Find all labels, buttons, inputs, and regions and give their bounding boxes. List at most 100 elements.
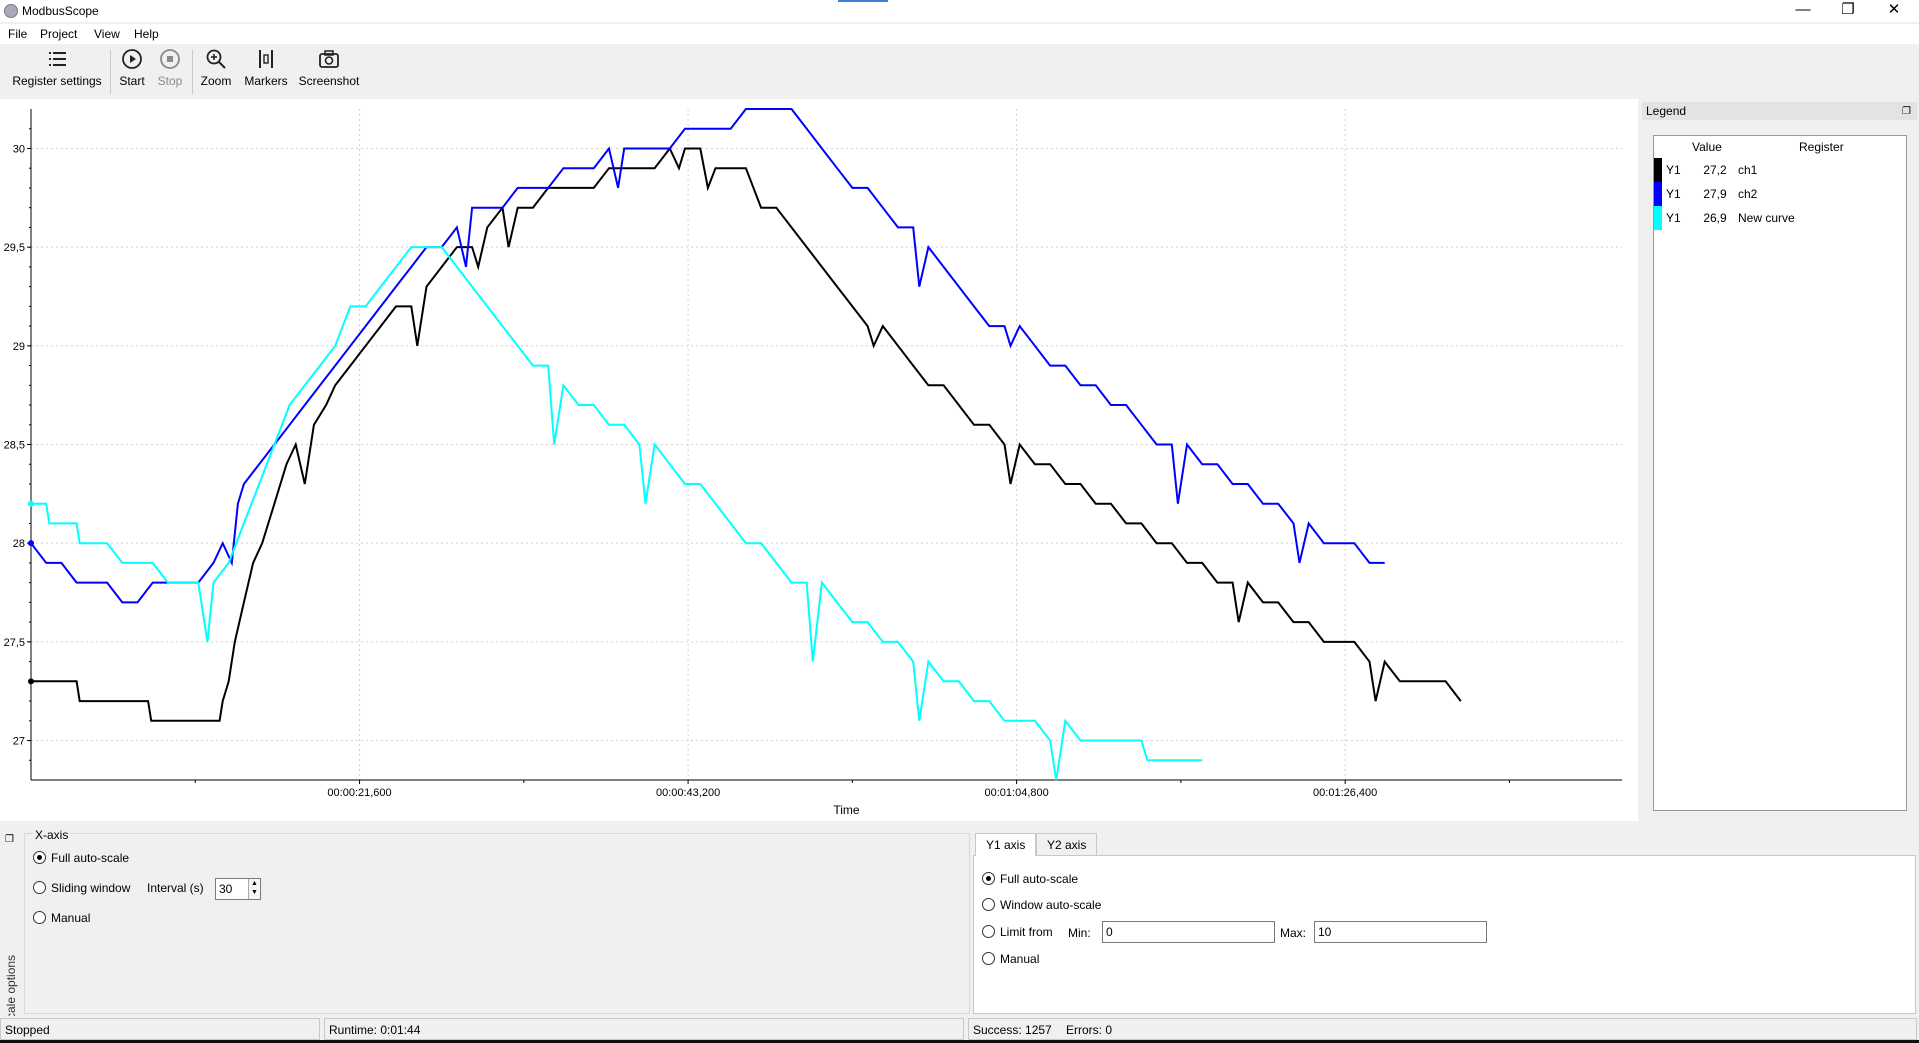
y-tick-label: 29 bbox=[13, 341, 25, 353]
y-manual-option[interactable]: Manual bbox=[982, 950, 1039, 968]
x-tick-label: 00:00:43,200 bbox=[656, 787, 720, 799]
stop-label: Stop bbox=[157, 74, 183, 88]
y-tick-label: 28 bbox=[13, 538, 25, 550]
legend-row[interactable]: Y1 27,9 ch2 bbox=[1654, 182, 1906, 206]
y-tick-label: 27 bbox=[13, 736, 25, 748]
status-state: Stopped bbox=[0, 1018, 320, 1040]
y-tick-label: 27,5 bbox=[4, 637, 25, 649]
series-start-point bbox=[28, 500, 34, 507]
radio[interactable] bbox=[982, 898, 995, 912]
spin-arrows[interactable]: ▲ ▼ bbox=[248, 879, 260, 899]
legend-title: Legend bbox=[1646, 104, 1687, 118]
interval-label: Interval (s) bbox=[147, 881, 204, 895]
radio[interactable] bbox=[982, 952, 995, 966]
legend-register: ch1 bbox=[1738, 163, 1758, 177]
series-start-point bbox=[28, 540, 34, 547]
legend-register: ch2 bbox=[1738, 187, 1758, 201]
legend-color-swatch bbox=[1654, 182, 1662, 206]
zoom-button[interactable]: Zoom bbox=[198, 48, 234, 94]
undock-icon[interactable]: ❐ bbox=[1902, 106, 1911, 117]
start-button[interactable]: Start bbox=[116, 48, 148, 94]
y-manual-label: Manual bbox=[1000, 952, 1040, 966]
stop-icon bbox=[160, 49, 180, 69]
y-full-auto-option[interactable]: Full auto-scale bbox=[982, 870, 1078, 888]
title-bar: ModbusScope — ❐ ✕ bbox=[0, 0, 1919, 22]
legend-axis: Y1 bbox=[1666, 187, 1681, 201]
max-label: Max: bbox=[1280, 926, 1307, 940]
y-limit-from-label: Limit from bbox=[1000, 925, 1053, 939]
y-tick-label: 28,5 bbox=[4, 440, 25, 452]
legend-value: 27,2 bbox=[1703, 163, 1727, 177]
legend-axis: Y1 bbox=[1666, 163, 1681, 177]
undock-icon[interactable]: ❐ bbox=[5, 834, 14, 845]
legend-value: 27,9 bbox=[1703, 187, 1727, 201]
radio[interactable] bbox=[33, 911, 46, 925]
tab-y1-axis[interactable]: Y1 axis bbox=[975, 833, 1037, 856]
window-bottom-border bbox=[0, 1040, 1919, 1043]
x-tick-label: 00:00:21,600 bbox=[327, 787, 391, 799]
markers-icon bbox=[259, 50, 273, 68]
legend-header-register: Register bbox=[1799, 140, 1844, 154]
menu-file[interactable]: File bbox=[8, 27, 28, 41]
start-label: Start bbox=[119, 74, 145, 88]
title-accent bbox=[838, 0, 888, 2]
menu-project[interactable]: Project bbox=[40, 27, 78, 41]
legend-color-swatch bbox=[1654, 206, 1662, 230]
y-axis-panel: Y1 axis Y2 axis Full auto-scale Window a… bbox=[973, 833, 1916, 1014]
min-input[interactable]: 0 bbox=[1102, 921, 1275, 943]
y-tick-label: 29,5 bbox=[4, 242, 25, 254]
interval-spinbox[interactable]: 30 ▲ ▼ bbox=[215, 878, 261, 900]
x-axis-title: X-axis bbox=[33, 828, 71, 842]
list-icon bbox=[49, 52, 66, 66]
status-runtime: Runtime: 0:01:44 bbox=[324, 1018, 964, 1040]
legend-dock: Legend ❐ Value Register Y1 27,2 ch1 Y1 2… bbox=[1640, 99, 1919, 821]
y-window-auto-label: Window auto-scale bbox=[1000, 898, 1102, 912]
y1-axis-content: Full auto-scale Window auto-scale Limit … bbox=[973, 855, 1916, 1014]
screenshot-button[interactable]: Screenshot bbox=[298, 48, 360, 94]
x-axis-group: X-axis Full auto-scale Sliding window In… bbox=[24, 828, 970, 1014]
camera-icon bbox=[319, 50, 339, 68]
x-sliding-window-label: Sliding window bbox=[51, 881, 131, 895]
x-sliding-window-option[interactable]: Sliding window bbox=[33, 879, 130, 897]
restore-button[interactable]: ❐ bbox=[1841, 1, 1855, 18]
series-start-point bbox=[28, 678, 34, 685]
tab-y2-axis[interactable]: Y2 axis bbox=[1036, 833, 1098, 855]
y-limit-from-option[interactable]: Limit from bbox=[982, 923, 1053, 941]
max-input[interactable]: 10 bbox=[1314, 921, 1487, 943]
y-full-auto-label: Full auto-scale bbox=[1000, 872, 1079, 886]
markers-button[interactable]: Markers bbox=[243, 48, 289, 94]
markers-label: Markers bbox=[244, 74, 288, 88]
legend-header-value: Value bbox=[1692, 140, 1722, 154]
scale-options-label: Scale options bbox=[4, 954, 18, 1027]
minimize-button[interactable]: — bbox=[1795, 1, 1811, 18]
stop-button[interactable]: Stop bbox=[154, 48, 186, 94]
plot-area[interactable]: 27 27,5 28 28,5 29 29,5 30 00:00:21,600 00:00:43… bbox=[0, 99, 1638, 821]
x-tick-label: 00:01:26,400 bbox=[1313, 787, 1377, 799]
menu-help[interactable]: Help bbox=[134, 27, 159, 41]
toolbar-separator bbox=[192, 50, 193, 94]
legend-table[interactable]: Value Register Y1 27,2 ch1 Y1 27,9 ch2 Y… bbox=[1653, 135, 1907, 811]
close-button[interactable]: ✕ bbox=[1887, 1, 1901, 18]
x-manual-option[interactable]: Manual bbox=[33, 909, 90, 927]
y-window-auto-option[interactable]: Window auto-scale bbox=[982, 896, 1101, 914]
register-settings-button[interactable]: Register settings bbox=[12, 48, 102, 94]
radio[interactable] bbox=[33, 881, 46, 895]
menu-view[interactable]: View bbox=[94, 27, 120, 41]
radio-checked[interactable] bbox=[982, 872, 995, 886]
radio[interactable] bbox=[982, 925, 995, 939]
app-logo-icon bbox=[4, 4, 18, 18]
toolbar-separator bbox=[110, 50, 111, 94]
chart[interactable]: 27 27,5 28 28,5 29 29,5 30 00:00:21,600 00:00:43… bbox=[0, 99, 1638, 821]
radio-checked[interactable] bbox=[33, 851, 46, 865]
legend-row[interactable]: Y1 27,2 ch1 bbox=[1654, 158, 1906, 182]
legend-row[interactable]: Y1 26,9 New curve bbox=[1654, 206, 1906, 230]
scale-options-dock: ❐ Scale options X-axis Full auto-scale S… bbox=[0, 823, 1919, 1027]
x-full-auto-option[interactable]: Full auto-scale bbox=[33, 849, 129, 867]
zoom-icon bbox=[206, 49, 226, 69]
min-value: 0 bbox=[1106, 925, 1113, 939]
min-label: Min: bbox=[1068, 926, 1091, 940]
y-tick-label: 30 bbox=[13, 143, 25, 155]
x-tick-label: 00:01:04,800 bbox=[985, 787, 1049, 799]
legend-register: New curve bbox=[1738, 211, 1795, 225]
